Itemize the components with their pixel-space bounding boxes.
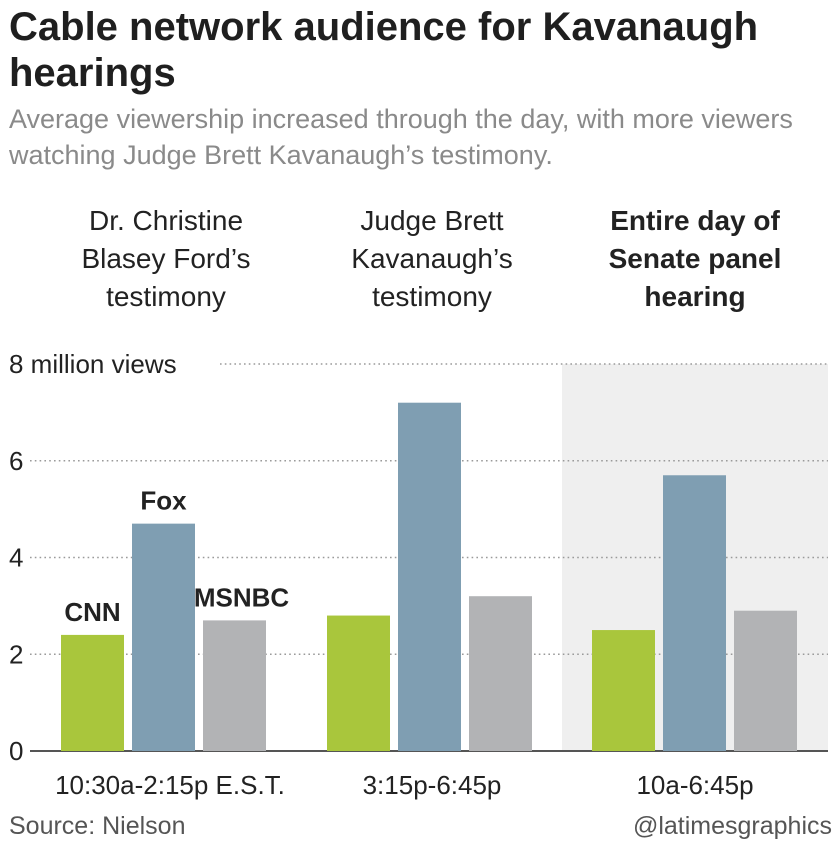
- credit-note: @latimesgraphics: [633, 812, 832, 840]
- group-heading-line: Judge Brett: [360, 205, 503, 236]
- series-label-cnn: CNN: [64, 597, 120, 627]
- y-tick-label: 2: [9, 639, 23, 669]
- group-heading-line: Blasey Ford’s: [81, 243, 250, 274]
- bar-fox-1: [132, 523, 195, 751]
- chart-subtitle: Average viewership increased through the…: [9, 104, 793, 170]
- bar-msnbc-2: [469, 596, 532, 751]
- group-heading-line: testimony: [106, 281, 226, 312]
- group-heading-line: Dr. Christine: [89, 205, 243, 236]
- bars: [61, 402, 797, 751]
- y-tick-label: 0: [9, 736, 23, 766]
- bar-cnn-1: [61, 634, 124, 751]
- y-tick-label: 4: [9, 543, 23, 573]
- x-category-label: 3:15p-6:45p: [363, 770, 502, 800]
- group-heading-line: Senate panel: [609, 243, 782, 274]
- chart-title: Cable network audience for Kavanaugh hea…: [9, 5, 759, 95]
- y-tick-label: 6: [9, 446, 23, 476]
- chart-text: 0 2 4 6 8 million views CNN Fox MSNBC Dr. Christ…: [9, 205, 781, 800]
- series-label-fox: Fox: [140, 486, 187, 516]
- bar-cnn-2: [327, 615, 390, 751]
- x-category-label: 10a-6:45p: [636, 770, 753, 800]
- bar-fox-2: [398, 402, 461, 751]
- group-heading-line: Entire day of: [610, 205, 780, 236]
- group-heading-line: testimony: [372, 281, 492, 312]
- bar-fox-3: [663, 475, 726, 751]
- source-note: Source: Nielson: [9, 812, 185, 840]
- x-category-label: 10:30a-2:15p E.S.T.: [55, 770, 285, 800]
- group-heading-line: hearing: [644, 281, 745, 312]
- y-tick-label: 8 million views: [9, 349, 177, 379]
- bar-cnn-3: [592, 630, 655, 751]
- group-heading-line: Kavanaugh’s: [351, 243, 512, 274]
- series-label-msnbc: MSNBC: [194, 582, 290, 612]
- bar-msnbc-1: [203, 620, 266, 751]
- bar-msnbc-3: [734, 610, 797, 751]
